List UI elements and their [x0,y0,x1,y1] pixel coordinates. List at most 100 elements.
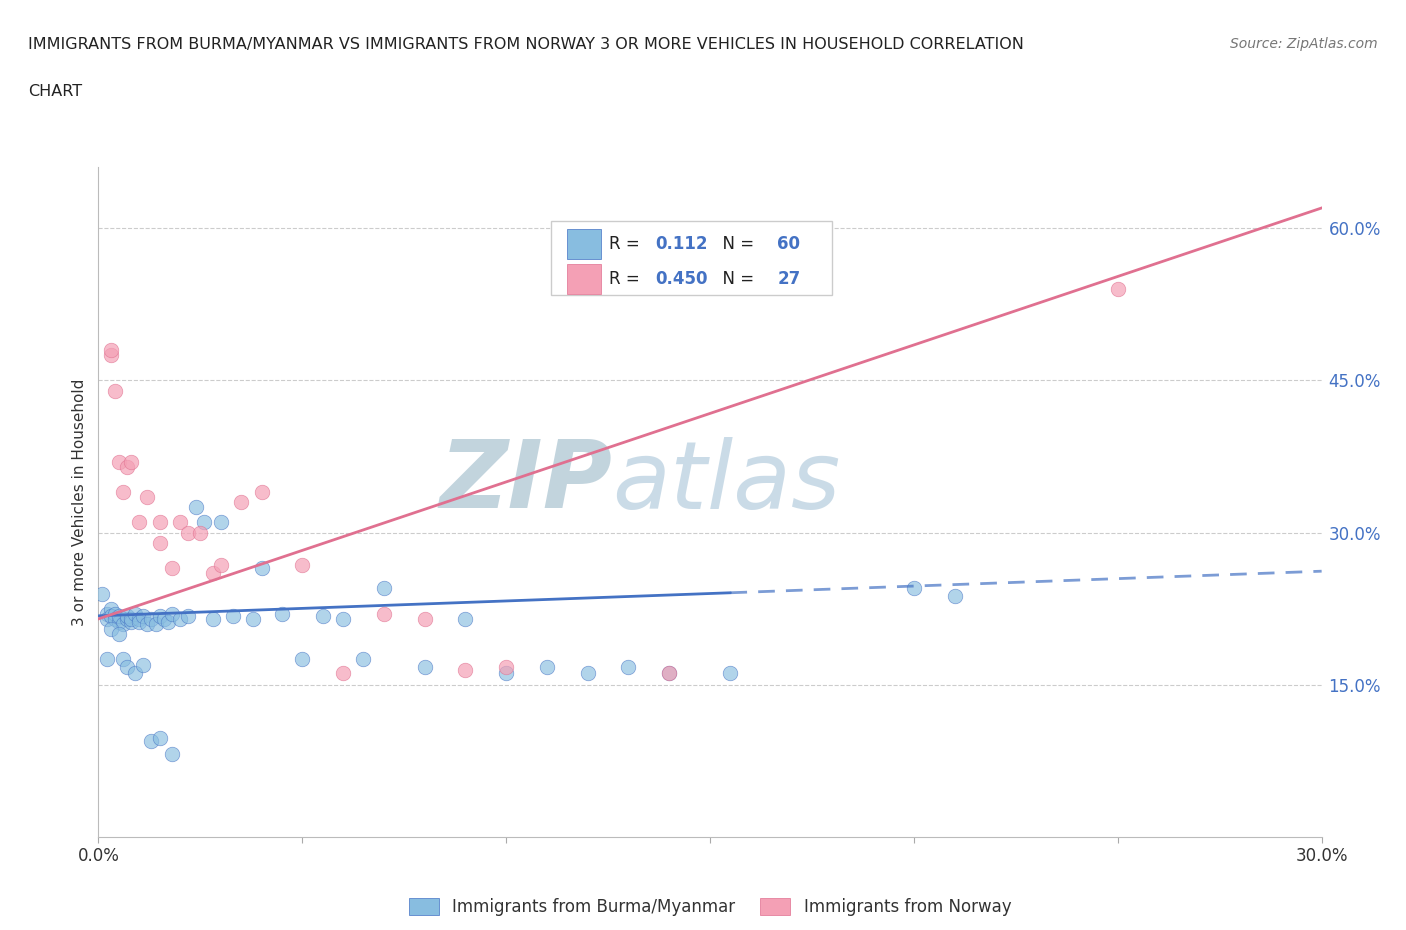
Point [1107,282,1129,297]
Point [495,665,517,680]
Text: 27: 27 [778,271,800,288]
Point [454,611,477,626]
Point [193,515,215,530]
Point [209,558,232,573]
FancyBboxPatch shape [551,221,832,295]
Point [454,662,477,677]
Point [96,606,118,621]
Point [352,652,374,667]
Text: IMMIGRANTS FROM BURMA/MYANMAR VS IMMIGRANTS FROM NORWAY 3 OR MORE VEHICLES IN HO: IMMIGRANTS FROM BURMA/MYANMAR VS IMMIGRA… [28,37,1024,52]
Point [188,525,212,540]
Point [332,665,354,680]
Point [120,611,142,626]
Point [177,525,200,540]
Text: R =: R = [609,235,644,253]
FancyBboxPatch shape [567,230,602,259]
Point [128,515,150,530]
Point [120,615,142,630]
Point [186,499,208,514]
Point [201,565,224,580]
Point [413,611,436,626]
Point [231,495,253,510]
Point [96,611,118,626]
Point [160,606,183,621]
Point [128,615,150,630]
Point [108,615,131,630]
Text: ZIP: ZIP [439,436,612,528]
Point [149,515,172,530]
Point [115,611,138,626]
Point [160,561,183,576]
Point [149,608,172,623]
Point [495,659,517,674]
Point [100,621,122,636]
Point [145,617,167,631]
Point [108,627,131,642]
Point [169,611,191,626]
Point [312,608,335,623]
Point [128,611,150,626]
Text: atlas: atlas [612,436,841,527]
Point [132,608,155,623]
FancyBboxPatch shape [567,264,602,294]
Point [156,615,179,630]
Point [100,342,122,357]
Point [250,485,273,499]
Point [115,459,138,474]
Point [124,606,146,621]
Point [332,611,354,626]
Point [413,659,436,674]
Point [141,733,163,748]
Point [576,665,599,680]
Point [136,617,159,631]
Text: Source: ZipAtlas.com: Source: ZipAtlas.com [1230,37,1378,51]
Point [943,588,966,603]
Point [149,730,172,745]
Point [115,608,138,623]
Point [124,665,146,680]
Point [100,348,122,363]
Point [100,608,122,623]
Point [108,454,131,469]
Point [291,652,314,667]
Point [91,586,114,601]
Point [108,608,131,623]
Text: 0.450: 0.450 [655,271,707,288]
Text: 60: 60 [778,235,800,253]
Point [201,611,224,626]
Text: CHART: CHART [28,84,82,99]
Point [658,665,681,680]
Point [104,611,127,626]
Point [903,581,925,596]
Point [222,608,245,623]
Point [209,515,232,530]
Point [111,485,134,499]
Point [160,747,183,762]
Point [136,490,159,505]
Point [242,611,264,626]
Point [104,383,127,398]
Point [120,454,142,469]
Point [373,581,395,596]
Point [720,665,742,680]
Point [169,515,191,530]
Point [373,606,395,621]
Point [141,611,163,626]
Point [177,608,200,623]
Text: N =: N = [713,235,759,253]
Point [658,665,681,680]
Point [115,659,138,674]
Point [617,659,640,674]
Point [96,652,118,667]
Point [250,561,273,576]
Point [291,558,314,573]
Point [536,659,558,674]
Point [104,606,127,621]
Point [270,606,294,621]
Text: 0.112: 0.112 [655,235,707,253]
Legend: Immigrants from Burma/Myanmar, Immigrants from Norway: Immigrants from Burma/Myanmar, Immigrant… [402,891,1018,923]
Point [149,536,172,551]
Point [111,652,134,667]
Point [132,658,155,672]
Y-axis label: 3 or more Vehicles in Household: 3 or more Vehicles in Household [72,379,87,626]
